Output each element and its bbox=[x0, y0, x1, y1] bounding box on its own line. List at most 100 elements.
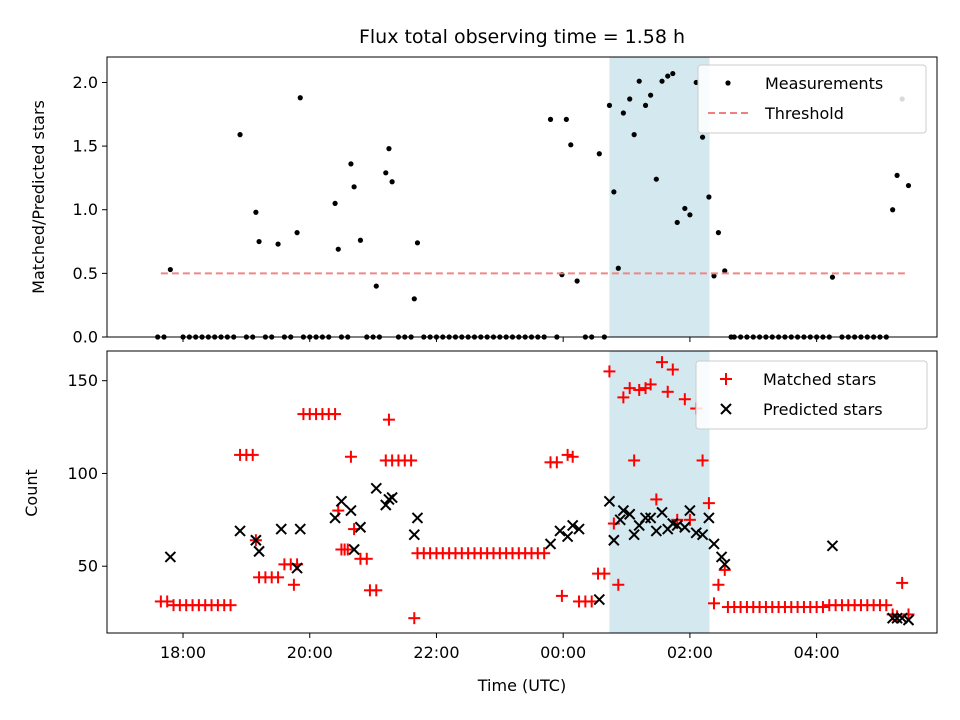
bottom-y-ticks: 50 100 150 bbox=[67, 371, 107, 576]
measurement-point bbox=[670, 70, 676, 77]
measurement-point bbox=[275, 241, 281, 247]
matched-stars-point bbox=[707, 597, 720, 610]
y-tick-label: 150 bbox=[67, 371, 98, 390]
measurement-point bbox=[237, 132, 243, 138]
matched-stars-point bbox=[628, 454, 641, 467]
matched-stars-point bbox=[633, 383, 646, 396]
measurement-point bbox=[636, 78, 642, 84]
measurement-point bbox=[674, 219, 680, 226]
matched-stars-point bbox=[272, 571, 285, 584]
matched-stars-point bbox=[246, 448, 259, 461]
measurement-point bbox=[386, 146, 392, 152]
predicted-stars-point bbox=[644, 512, 657, 524]
predicted-stars-point bbox=[275, 523, 287, 535]
matched-stars-point bbox=[712, 578, 725, 591]
legend-matched-label: Matched stars bbox=[763, 370, 876, 389]
measurement-point bbox=[620, 110, 626, 116]
matched-stars-point bbox=[656, 356, 669, 369]
predicted-stars-point bbox=[408, 528, 420, 541]
legend-threshold-label: Threshold bbox=[764, 104, 844, 123]
legend-matched-marker bbox=[720, 373, 732, 385]
measurement-point bbox=[615, 265, 621, 271]
measurement-point bbox=[596, 151, 602, 157]
legend-predicted-marker bbox=[720, 403, 732, 415]
measurement-point bbox=[563, 116, 569, 122]
x-tick-label: 22:00 bbox=[413, 643, 459, 662]
matched-stars-point bbox=[287, 578, 300, 591]
predicted-stars-point bbox=[164, 551, 177, 563]
predicted-stars-point bbox=[715, 551, 728, 563]
measurement-point bbox=[829, 274, 836, 280]
predicted-stars-point bbox=[639, 512, 652, 524]
measurement-point bbox=[411, 296, 417, 302]
predicted-stars-point bbox=[826, 540, 839, 552]
predicted-stars-point bbox=[902, 614, 915, 626]
legend-measurements-marker bbox=[725, 80, 731, 86]
predicted-stars-point bbox=[554, 525, 566, 537]
y-tick-label: 1.5 bbox=[73, 137, 98, 156]
predicted-stars-point bbox=[370, 482, 382, 494]
measurement-point bbox=[659, 78, 665, 84]
measurement-point bbox=[348, 161, 354, 167]
matched-stars-point bbox=[344, 450, 357, 463]
matched-stars-point bbox=[683, 513, 696, 526]
highlight-span-bottom bbox=[609, 351, 710, 633]
matched-stars-point bbox=[382, 413, 395, 426]
predicted-stars-point bbox=[891, 612, 903, 624]
bottom-legend-box bbox=[695, 360, 928, 430]
legend-predicted-label: Predicted stars bbox=[763, 400, 883, 419]
predicted-stars-point bbox=[294, 523, 306, 535]
predicted-stars-point bbox=[614, 514, 626, 526]
matched-stars-point bbox=[650, 493, 663, 506]
x-tick-label: 18:00 bbox=[160, 643, 206, 662]
matched-stars-point bbox=[408, 612, 421, 625]
bottom-panel-marks bbox=[154, 356, 915, 626]
y-tick-label: 0.0 bbox=[73, 328, 98, 347]
matched-stars-point bbox=[405, 454, 418, 467]
measurement-point bbox=[335, 246, 341, 252]
predicted-stars-point bbox=[593, 593, 606, 606]
predicted-stars-point bbox=[234, 525, 246, 537]
predicted-stars-point bbox=[656, 506, 668, 519]
measurement-point bbox=[332, 200, 338, 206]
predicted-stars-point bbox=[886, 612, 899, 624]
predicted-stars-point bbox=[335, 495, 348, 507]
predicted-stars-point bbox=[566, 519, 579, 532]
predicted-stars-point bbox=[253, 545, 265, 558]
measurement-point bbox=[389, 179, 395, 185]
matched-stars-point bbox=[661, 385, 674, 398]
matched-stars-point bbox=[702, 497, 715, 510]
predicted-stars-point bbox=[719, 558, 731, 571]
y-tick-label: 100 bbox=[67, 464, 98, 483]
matched-stars-point bbox=[538, 547, 551, 560]
y-tick-label: 50 bbox=[78, 557, 98, 576]
matched-stars-point bbox=[678, 393, 691, 406]
predicted-stars-point bbox=[679, 521, 691, 533]
y-tick-label: 0.5 bbox=[73, 264, 98, 283]
top-y-ticks: 0.0 0.5 1.0 1.5 2.0 bbox=[73, 73, 107, 347]
measurement-point bbox=[383, 170, 389, 176]
matched-stars-point bbox=[360, 552, 373, 565]
matched-stars-point bbox=[816, 601, 829, 614]
measurement-point bbox=[606, 102, 613, 108]
bottom-panel-frame bbox=[106, 350, 938, 634]
measurement-point bbox=[627, 96, 633, 102]
predicted-stars-point bbox=[608, 534, 620, 546]
measurement-point bbox=[574, 278, 580, 284]
predicted-stars-point bbox=[329, 512, 341, 524]
legend-measurements-label: Measurements bbox=[765, 74, 883, 93]
measurement-point bbox=[653, 176, 659, 182]
x-tick-label: 02:00 bbox=[667, 643, 713, 662]
predicted-stars-point bbox=[411, 512, 424, 524]
top-panel: 0.00.51.01.52.0 Matched/Predicted stars … bbox=[29, 56, 938, 347]
measurement-point bbox=[648, 92, 654, 98]
top-legend-box bbox=[697, 64, 927, 134]
measurement-point bbox=[568, 142, 574, 148]
predicted-stars-point bbox=[603, 495, 616, 507]
matched-stars-point bbox=[617, 391, 630, 404]
y-tick-label: 2.0 bbox=[73, 73, 98, 92]
matched-stars-point bbox=[555, 589, 568, 602]
measurement-point bbox=[711, 273, 717, 279]
